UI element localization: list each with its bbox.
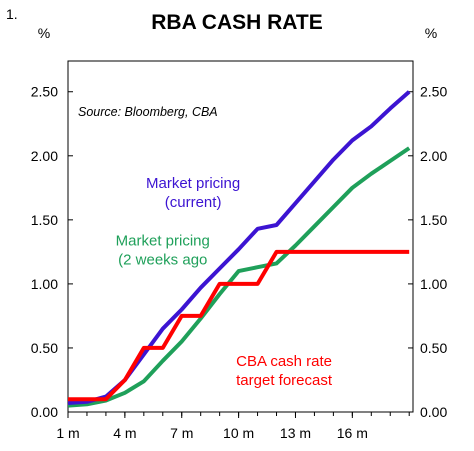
y-tick-label-left: 2.00 (31, 148, 58, 164)
source-note: Source: Bloomberg, CBA (78, 105, 218, 119)
y-axis-unit-right: % (425, 25, 437, 41)
x-tick-label: 16 m (337, 425, 368, 441)
x-tick-label: 4 m (113, 425, 136, 441)
y-tick-label-right: 2.00 (420, 148, 447, 164)
y-tick-label-right: 0.00 (420, 404, 447, 420)
x-tick-label: 10 m (223, 425, 254, 441)
x-tick-label: 7 m (170, 425, 193, 441)
y-tick-label-left: 1.50 (31, 212, 58, 228)
series-label-2: Market pricing (116, 232, 210, 249)
figure-number: 1. (6, 6, 18, 22)
y-tick-label-left: 0.50 (31, 340, 58, 356)
y-axis-unit-left: % (38, 25, 50, 41)
series-line-3 (68, 249, 410, 402)
series-line-2 (67, 146, 411, 408)
series-label-2: (2 weeks ago (118, 251, 207, 268)
y-tick-label-right: 1.50 (420, 212, 447, 228)
x-tick-label: 13 m (280, 425, 311, 441)
series-label-3: CBA cash rate (236, 353, 332, 370)
y-tick-label-left: 2.50 (31, 84, 58, 100)
y-tick-label-left: 0.00 (31, 404, 58, 420)
series-label-1: (current) (165, 194, 222, 211)
series-label-1: Market pricing (146, 175, 240, 192)
series-label-3: target forecast (236, 372, 333, 389)
y-tick-label-left: 1.00 (31, 276, 58, 292)
y-tick-label-right: 0.50 (420, 340, 447, 356)
plot-frame (67, 60, 414, 413)
y-tick-label-right: 2.50 (420, 84, 447, 100)
y-tick-label-right: 1.00 (420, 276, 447, 292)
x-tick-label: 1 m (56, 425, 79, 441)
chart-title: RBA CASH RATE (151, 11, 323, 34)
